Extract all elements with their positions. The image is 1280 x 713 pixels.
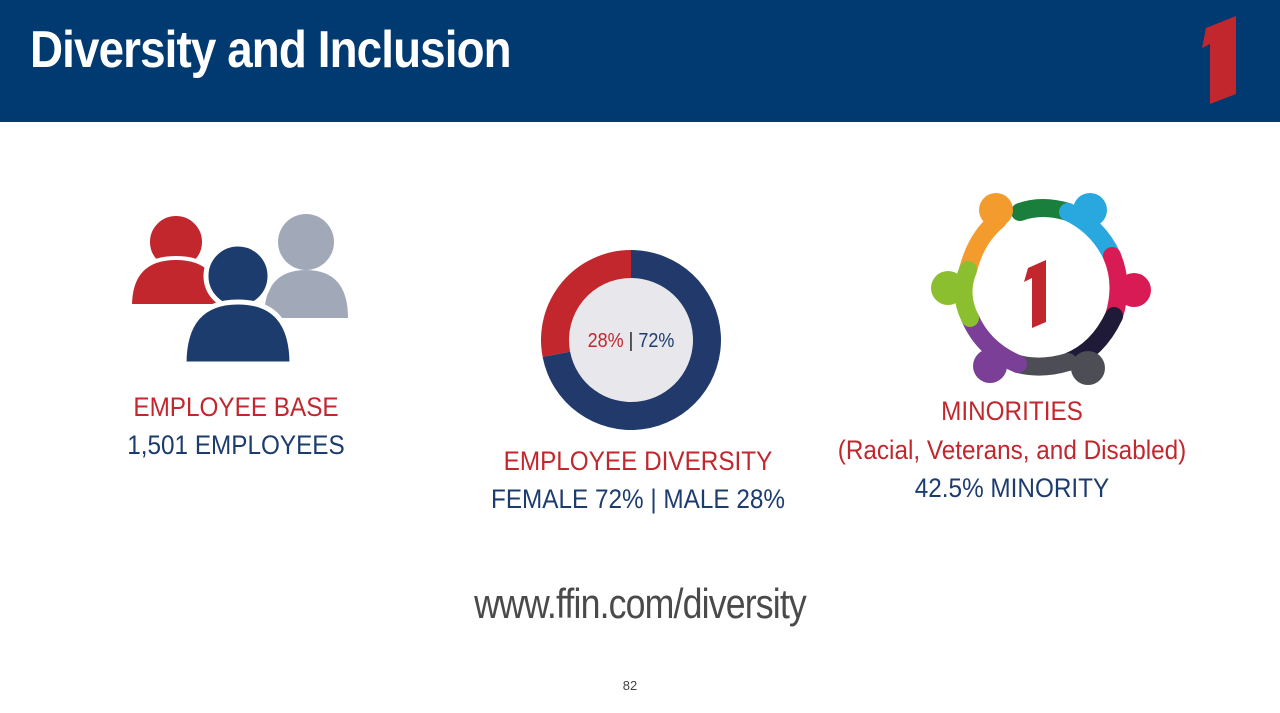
header-bar: Diversity and Inclusion (0, 0, 1280, 122)
minorities-sublabel: (Racial, Veterans, and Disabled) (837, 435, 1187, 465)
donut-slice-male (541, 250, 631, 357)
employee-diversity-value: FEMALE 72% | MALE 28% (491, 484, 785, 514)
minorities-value: 42.5% MINORITY (914, 473, 1110, 503)
male-percent-label: 28% (587, 330, 624, 352)
donut-center-label: 28% | 72% (546, 330, 717, 353)
employee-base-label: EMPLOYEE BASE (133, 392, 339, 422)
page-title: Diversity and Inclusion (30, 21, 512, 79)
donut-slice-female (542, 250, 721, 430)
employee-diversity-label: EMPLOYEE DIVERSITY (503, 446, 773, 476)
diverse-community-ring-icon (931, 193, 1151, 385)
minorities-label: MINORITIES (941, 396, 1083, 426)
employee-base-value: 1,501 EMPLOYEES (127, 430, 345, 460)
first-financial-logo-icon (1202, 16, 1236, 104)
diversity-url-link[interactable]: www.ffin.com/diversity (474, 580, 807, 627)
percent-separator: | (623, 330, 639, 352)
people-group-icon (128, 212, 348, 367)
page-number: 82 (622, 678, 638, 693)
female-percent-label: 72% (638, 330, 675, 352)
diversity-donut-chart (541, 250, 721, 430)
